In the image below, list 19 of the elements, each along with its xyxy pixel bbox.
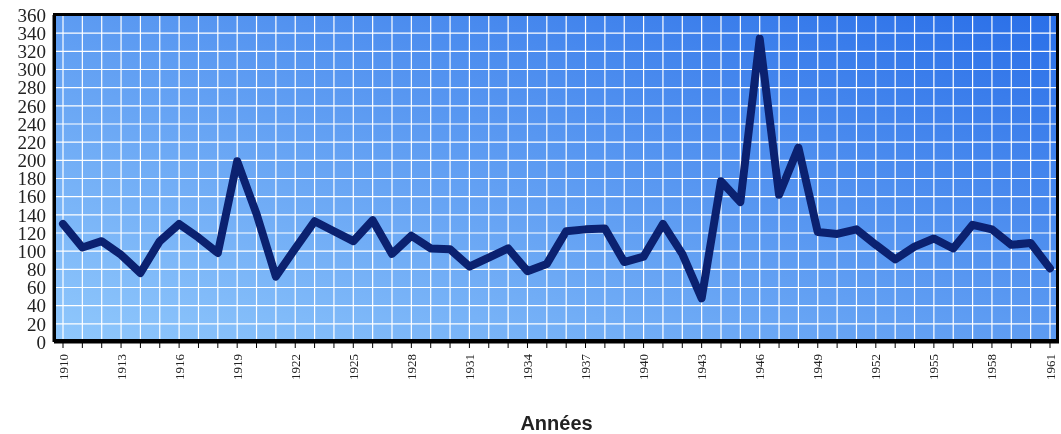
- x-tick-label: 1943: [694, 354, 710, 380]
- x-tick-label: 1931: [461, 354, 477, 380]
- x-tick-label: 1934: [519, 353, 535, 380]
- x-axis-title: Années: [520, 412, 593, 434]
- x-tick-label: 1919: [229, 354, 245, 380]
- x-tick-label: 1916: [171, 353, 187, 380]
- x-tick-label: 1946: [752, 353, 768, 380]
- x-tick-label: 1949: [810, 354, 826, 380]
- x-tick-label: 1928: [403, 354, 419, 380]
- x-tick-label: 1937: [578, 353, 594, 380]
- x-tick-label: 1925: [345, 354, 361, 380]
- x-tick-label: 1958: [984, 354, 1000, 380]
- x-tick-label: 1952: [868, 354, 884, 380]
- x-tick-label: 1910: [55, 354, 71, 380]
- x-tick-label: 1955: [926, 354, 942, 380]
- x-tick-label: 1922: [287, 354, 303, 380]
- x-tick-label: 1940: [636, 354, 652, 380]
- x-tick-label: 1913: [113, 354, 129, 380]
- x-tick-label: 1961: [1042, 354, 1058, 380]
